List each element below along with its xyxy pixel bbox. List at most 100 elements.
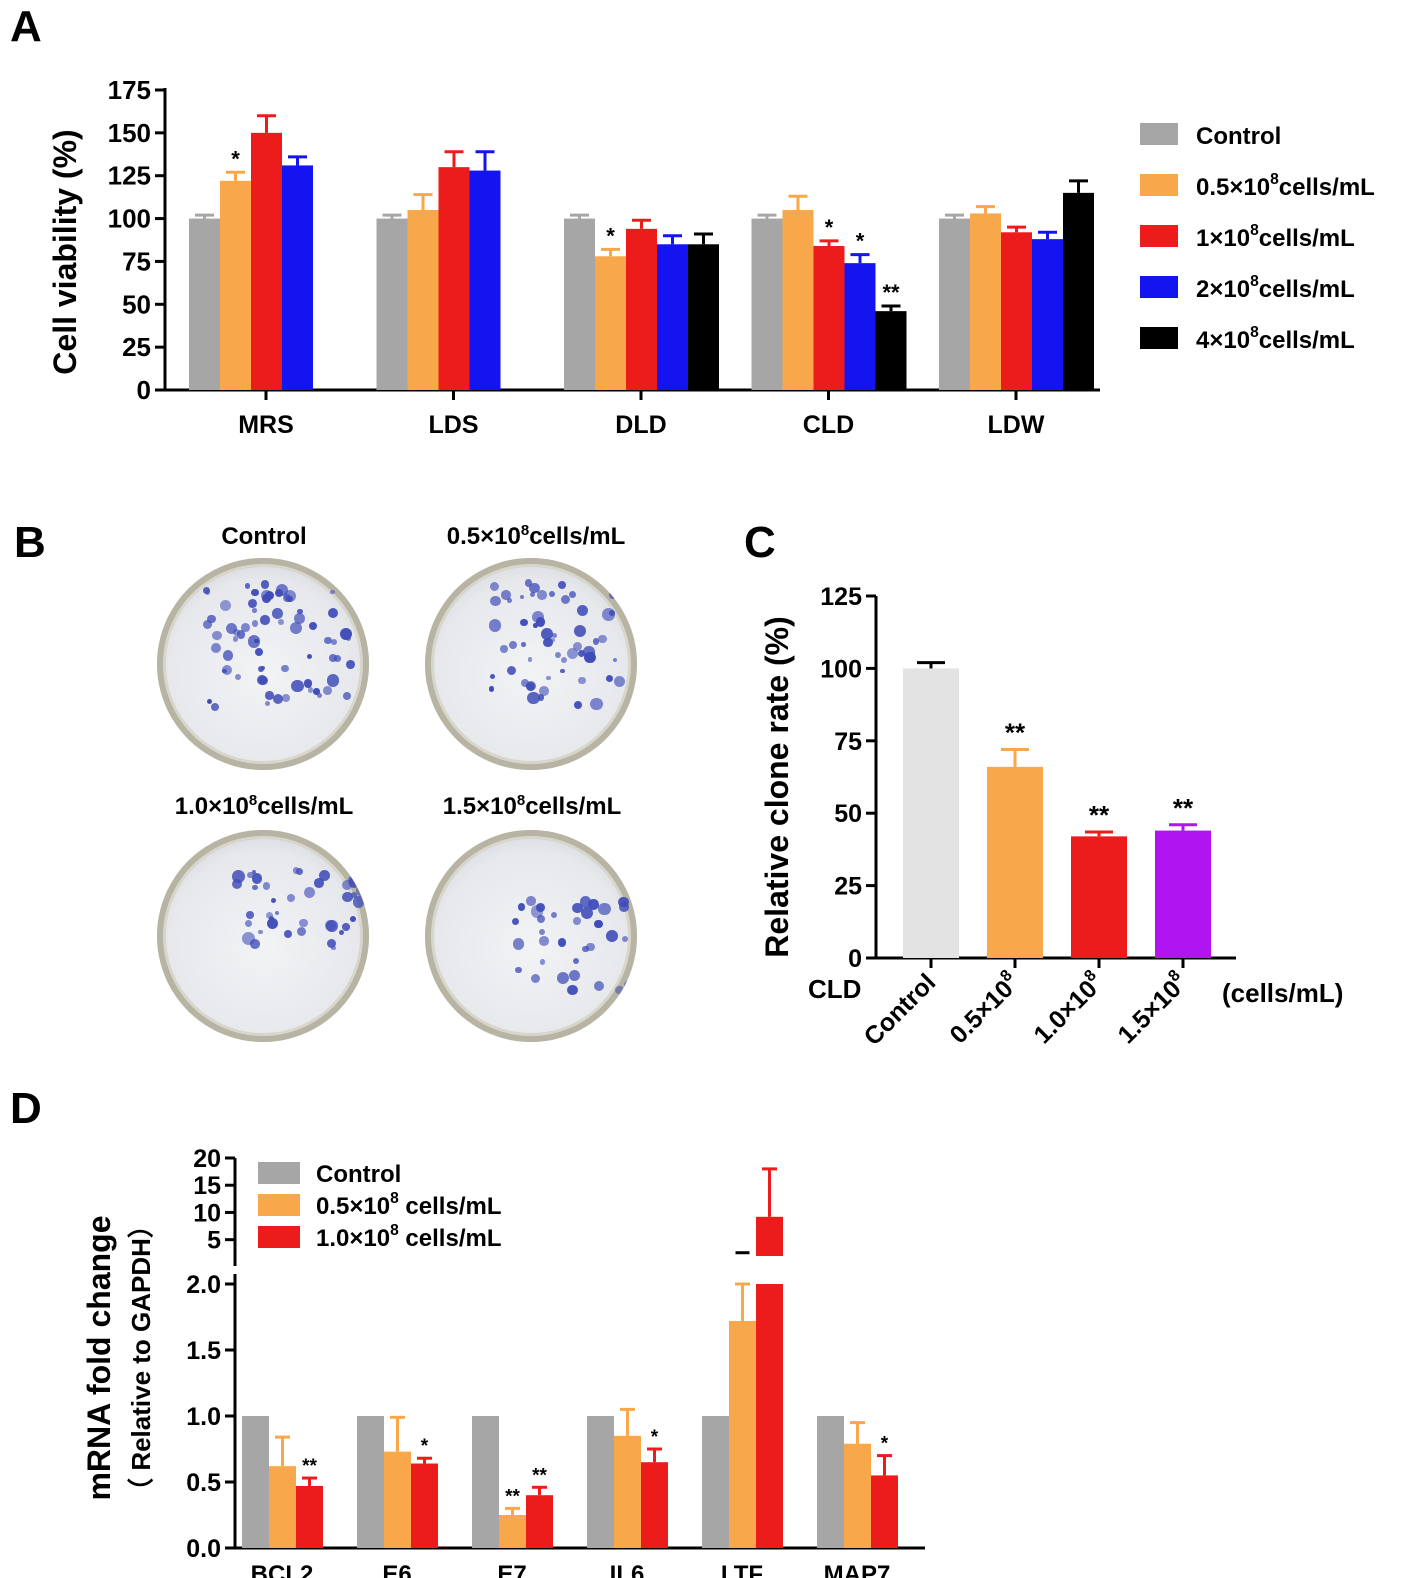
y-tick-label-d: 0.0: [186, 1535, 221, 1563]
colony-spot: [527, 691, 540, 705]
colony-spot: [511, 918, 520, 926]
colony-spot: [352, 896, 365, 908]
colony-spot: [530, 592, 536, 598]
colony-spot: [251, 873, 263, 884]
colony-spot: [248, 598, 258, 608]
colony-spot: [594, 919, 603, 928]
colony-spot: [488, 619, 502, 632]
colony-spot: [299, 919, 308, 928]
colony-spot: [521, 642, 526, 647]
colony-spot: [618, 896, 630, 908]
dish-title-0-5: 0.5×108cells/mL: [446, 522, 626, 550]
colony-spot: [314, 878, 325, 888]
bar-DLD-series-2: [626, 228, 657, 390]
colony-spot: [539, 936, 550, 946]
colony-spot: [281, 693, 290, 702]
colony-spot: [277, 619, 284, 626]
colony-spot: [515, 966, 522, 974]
colony-spot: [283, 929, 293, 939]
bar-E6-series-2: [411, 1463, 438, 1548]
y-tick-label-c: 0: [848, 945, 862, 973]
x-tick-label-IL6: IL6: [610, 1561, 645, 1578]
colony-spot: [560, 668, 565, 674]
bar-LDS-series-2: [438, 167, 470, 390]
colony-spot: [251, 620, 259, 627]
bar-DLD-series-0: [564, 218, 595, 390]
colony-spot: [597, 902, 611, 916]
colony-spot: [500, 645, 508, 653]
y-tick-label-a: 75: [122, 246, 151, 276]
x-tick-label-E6: E6: [382, 1561, 411, 1578]
colony-spot: [341, 580, 348, 587]
dish-title-1-5: 1.5×108cells/mL: [442, 792, 622, 820]
x-tick-label-CLD: CLD: [803, 411, 854, 439]
colony-spot: [577, 676, 586, 685]
colony-spot: [621, 935, 629, 943]
y-tick-label-a: 175: [108, 75, 151, 105]
bar-c-0: [903, 668, 959, 958]
colony-spot: [291, 679, 304, 692]
colony-spot: [303, 886, 316, 899]
significance-c-3: **: [1173, 793, 1194, 823]
x-tick-label-LDW: LDW: [988, 411, 1045, 439]
dish-title-control: Control: [221, 523, 307, 550]
significance-E7-2: **: [532, 1465, 547, 1486]
bar-c-1: [987, 766, 1043, 958]
colony-spot: [501, 590, 511, 600]
bar-MAP7-series-2: [871, 1475, 898, 1548]
colony-spot: [573, 958, 580, 965]
colony-spot: [232, 628, 241, 637]
significance-CLD-4: **: [882, 280, 900, 305]
colony-spot: [340, 627, 353, 640]
colony-spot: [551, 632, 557, 638]
colony-spot: [619, 902, 630, 912]
colony-spot: [273, 694, 284, 705]
colony-spot: [246, 871, 254, 879]
colony-spot: [257, 666, 264, 673]
colony-spot: [287, 893, 296, 903]
colony-spot: [546, 675, 552, 681]
colony-spot: [605, 675, 614, 683]
panel-label-b: B: [14, 518, 46, 567]
colony-spot: [506, 665, 517, 676]
colony-spot: [579, 896, 592, 908]
colony-spot: [608, 590, 618, 600]
colony-spot: [292, 867, 299, 874]
colony-spot: [605, 930, 618, 942]
colony-spot: [260, 580, 270, 589]
chart-c-relative-clone-rate: 0 25 50 75 100 125 Relative clone rate (%) Cont…: [759, 583, 1343, 1051]
legend-label-a-4: 4×108cells/mL: [1196, 324, 1355, 354]
bar-c-3: [1155, 830, 1211, 958]
legend-label-a-2: 1×108cells/mL: [1196, 222, 1355, 252]
colony-spot: [568, 969, 581, 982]
colony-spot: [598, 635, 607, 644]
colony-spot: [274, 910, 280, 916]
colony-spot: [257, 674, 268, 685]
colony-spot: [338, 930, 344, 936]
x-tick-label-MRS: MRS: [238, 411, 294, 439]
bar-MAP7-series-0: [817, 1416, 844, 1548]
colony-spot: [231, 879, 242, 890]
colony-spot: [550, 637, 555, 642]
colony-spot: [225, 622, 238, 635]
significance-CLD-2: *: [825, 215, 834, 240]
colony-spot: [526, 896, 536, 906]
colony-spot: [535, 617, 546, 627]
colony-spot: [346, 659, 356, 669]
bar-IL6-series-2: [641, 1462, 668, 1548]
colony-spot: [592, 637, 600, 645]
colony-spot: [206, 698, 213, 705]
colony-spot: [537, 590, 547, 600]
bar-LDW-series-4: [1063, 192, 1094, 390]
y-tick-label-a: 100: [108, 204, 151, 234]
colony-spot: [234, 673, 241, 681]
legend-swatch-a-1: [1140, 174, 1178, 196]
bar-IL6-series-0: [587, 1416, 614, 1548]
legend-swatch-a-3: [1140, 276, 1178, 298]
panel-label-c: C: [744, 518, 776, 567]
colony-spot: [330, 639, 337, 646]
colony-spot: [334, 655, 341, 663]
colony-spot: [488, 686, 495, 692]
y-tick-label-c: 125: [820, 583, 862, 611]
